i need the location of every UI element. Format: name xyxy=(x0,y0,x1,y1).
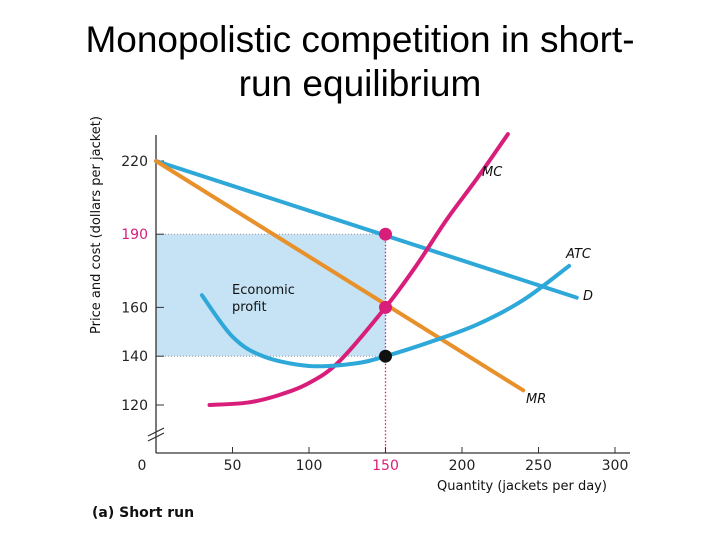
y-tick-label: 220 xyxy=(121,154,148,170)
equilibrium-point-3 xyxy=(379,349,392,363)
x-tick-label: 150 xyxy=(372,458,399,474)
x-tick-label: 300 xyxy=(602,458,629,474)
x-axis-title: Quantity (jackets per day) xyxy=(437,479,607,494)
slide-title-line-1: Monopolistic competition in short- xyxy=(85,19,635,60)
curve-d xyxy=(154,159,579,300)
axis-break-mark-1 xyxy=(147,427,165,437)
slide-title-line-2: run equilibrium xyxy=(238,63,482,104)
curve-mr xyxy=(154,159,526,393)
economic-profit-region xyxy=(156,234,386,357)
chart-caption: (a) Short run xyxy=(92,505,194,521)
y-tick-label: 160 xyxy=(121,300,148,316)
equilibrium-point-2 xyxy=(379,300,392,314)
y-tick-label: 190 xyxy=(121,227,148,243)
curve-label-mc: MC xyxy=(482,165,503,180)
y-tick-label: 140 xyxy=(121,349,148,365)
curve-label-atc: ATC xyxy=(565,247,592,262)
economic-profit-label-line-2: profit xyxy=(232,300,267,315)
x-tick-label: 200 xyxy=(449,458,476,474)
y-tick-label: 120 xyxy=(121,398,148,414)
curve-mc xyxy=(207,132,510,407)
slide-title: Monopolistic competition in short- run e… xyxy=(0,18,720,106)
x-tick-label: 100 xyxy=(296,458,323,474)
axis-break-mark-2 xyxy=(147,432,165,442)
curve-label-mr: MR xyxy=(526,392,546,407)
x-tick-label: 50 xyxy=(224,458,242,474)
curve-label-d: D xyxy=(583,289,593,304)
economic-profit-label: Economic xyxy=(232,283,295,298)
curve-atc xyxy=(199,263,572,369)
equilibrium-point-1 xyxy=(379,227,392,241)
x-tick-label: 250 xyxy=(525,458,552,474)
x-tick-label: 0 xyxy=(138,458,147,474)
y-axis-title: Price and cost (dollars per jacket) xyxy=(89,116,104,334)
